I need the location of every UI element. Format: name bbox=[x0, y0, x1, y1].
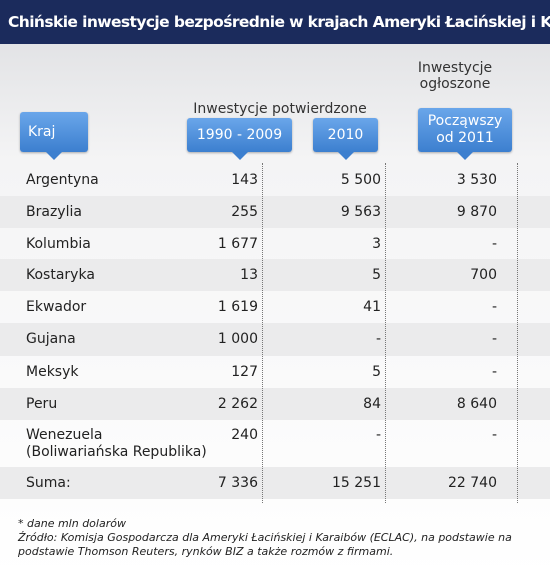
cell-value: 3 bbox=[372, 236, 381, 252]
row-stripe bbox=[0, 467, 550, 499]
cell-value: - bbox=[491, 427, 497, 443]
group-header: Inwestycje potwierdzone bbox=[193, 101, 367, 117]
row-label: Peru bbox=[26, 396, 58, 412]
cell-value: 240 bbox=[231, 427, 258, 443]
cell-value: 700 bbox=[470, 267, 497, 283]
row-stripe bbox=[0, 196, 550, 228]
row-label: Ekwador bbox=[26, 299, 87, 315]
divider bbox=[385, 163, 386, 503]
title: Chińskie inwestycje bezpośrednie w kraja… bbox=[0, 0, 550, 44]
divider bbox=[262, 163, 263, 503]
divider bbox=[517, 163, 518, 503]
cell-value: 127 bbox=[231, 364, 258, 380]
row-label: Gujana bbox=[26, 331, 76, 347]
cell-value: 41 bbox=[363, 299, 381, 315]
row-label: Argentyna bbox=[26, 172, 99, 188]
cell-value: 22 740 bbox=[448, 475, 497, 491]
cell-value: 2 262 bbox=[217, 396, 258, 412]
cell-value: 7 336 bbox=[217, 475, 258, 491]
cell-value: 13 bbox=[240, 267, 258, 283]
cell-value: 143 bbox=[231, 172, 258, 188]
cell-value: - bbox=[491, 364, 497, 380]
column-header: Począwszy od 2011 bbox=[418, 108, 512, 160]
row-stripe bbox=[0, 323, 550, 356]
cell-value: 8 640 bbox=[456, 396, 497, 412]
cell-value: 255 bbox=[231, 204, 258, 220]
row-label: Brazylia bbox=[26, 204, 82, 220]
cell-value: 9 870 bbox=[456, 204, 497, 220]
column-header: 1990 - 2009 bbox=[187, 118, 292, 160]
column-header: 2010 bbox=[313, 118, 378, 160]
cell-value: 5 bbox=[372, 267, 381, 283]
cell-value: 84 bbox=[363, 396, 381, 412]
row-stripe bbox=[0, 388, 550, 420]
row-label: Kolumbia bbox=[26, 236, 91, 252]
footnote: * dane mln dolarów bbox=[18, 517, 126, 530]
cell-value: 1 677 bbox=[217, 236, 258, 252]
row-label: Kostaryka bbox=[26, 267, 95, 283]
cell-value: 1 000 bbox=[217, 331, 258, 347]
cell-value: - bbox=[491, 331, 497, 347]
group-header: Inwestycje ogłoszone bbox=[417, 60, 493, 92]
row-stripe bbox=[0, 259, 550, 291]
cell-value: - bbox=[491, 299, 497, 315]
column-header: Kraj bbox=[20, 112, 88, 160]
row-label: Meksyk bbox=[26, 364, 79, 380]
row-label: Wenezuela (Boliwariańska Republika) bbox=[26, 427, 207, 460]
cell-value: - bbox=[375, 427, 381, 443]
cell-value: - bbox=[375, 331, 381, 347]
cell-value: - bbox=[491, 236, 497, 252]
cell-value: 15 251 bbox=[332, 475, 381, 491]
cell-value: 3 530 bbox=[456, 172, 497, 188]
cell-value: 5 bbox=[372, 364, 381, 380]
cell-value: 5 500 bbox=[340, 172, 381, 188]
row-label: Suma: bbox=[26, 475, 71, 491]
cell-value: 1 619 bbox=[217, 299, 258, 315]
source: Źródło: Komisja Gospodarcza dla Ameryki … bbox=[18, 531, 512, 558]
cell-value: 9 563 bbox=[340, 204, 381, 220]
